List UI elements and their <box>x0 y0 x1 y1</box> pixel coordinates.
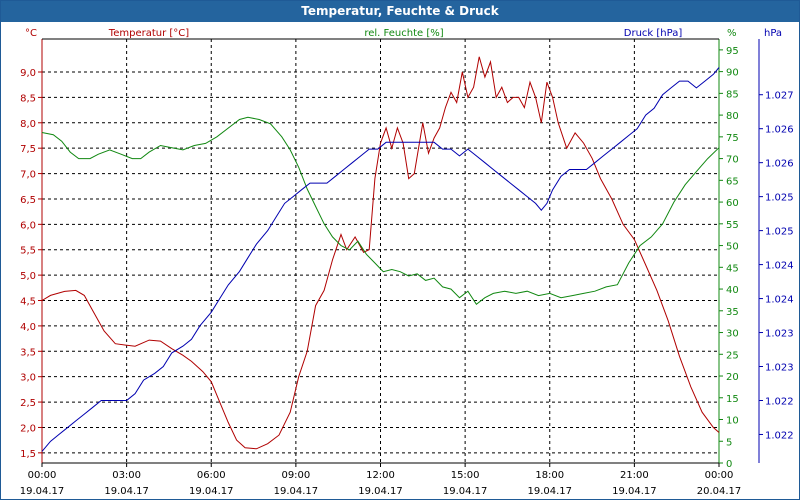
x-tick-time: 00:00 <box>705 470 734 481</box>
x-tick-time: 21:00 <box>620 470 649 481</box>
humidity-tick-label: 25 <box>726 350 739 361</box>
humidity-tick-label: 5 <box>726 437 732 448</box>
series-line-temperature <box>41 56 720 450</box>
left-tick-label: 2,0 <box>20 423 36 434</box>
humidity-tick-label: 45 <box>726 263 739 274</box>
pressure-tick-label: 1.026 <box>765 125 794 136</box>
pressure-tick-label: 1.023 <box>765 329 794 340</box>
window-title: Temperatur, Feuchte & Druck <box>1 1 799 22</box>
x-tick-date: 20.04.17 <box>697 486 742 497</box>
x-tick-date: 19.04.17 <box>527 486 572 497</box>
pressure-tick-label: 1.027 <box>765 91 794 102</box>
humidity-tick-label: 95 <box>726 46 739 57</box>
left-tick-label: 1,5 <box>20 449 36 460</box>
pressure-tick-label: 1.024 <box>765 295 794 306</box>
x-tick-date: 19.04.17 <box>20 486 65 497</box>
humidity-axis-unit: % <box>727 28 737 39</box>
pressure-axis-unit: hPa <box>764 28 782 39</box>
legend-humidity: rel. Feuchte [%] <box>364 28 443 39</box>
x-tick-date: 19.04.17 <box>612 486 657 497</box>
left-tick-label: 7,0 <box>20 170 36 181</box>
humidity-tick-label: 70 <box>726 155 739 166</box>
x-tick-time: 03:00 <box>112 470 141 481</box>
humidity-tick-label: 75 <box>726 133 739 144</box>
humidity-tick-label: 85 <box>726 89 739 100</box>
legend-pressure: Druck [hPa] <box>624 28 683 39</box>
series-line-humidity <box>41 116 720 306</box>
humidity-tick-label: 80 <box>726 111 739 122</box>
pressure-tick-label: 1.026 <box>765 159 794 170</box>
x-tick-date: 19.04.17 <box>104 486 149 497</box>
left-tick-label: 4,0 <box>20 322 36 333</box>
humidity-tick-label: 40 <box>726 285 739 296</box>
x-tick-date: 19.04.17 <box>189 486 234 497</box>
series-line-pressure <box>41 67 720 452</box>
humidity-tick-label: 50 <box>726 242 739 253</box>
x-tick-date: 19.04.17 <box>274 486 319 497</box>
legend-temperature: Temperatur [°C] <box>108 28 189 39</box>
x-tick-time: 15:00 <box>451 470 480 481</box>
series <box>41 56 720 452</box>
left-tick-label: 5,5 <box>20 246 36 257</box>
pressure-tick-label: 1.025 <box>765 193 794 204</box>
left-axis-unit: °C <box>25 28 37 39</box>
left-tick-label: 6,0 <box>20 220 36 231</box>
left-tick-label: 2,5 <box>20 398 36 409</box>
x-tick-time: 06:00 <box>197 470 226 481</box>
left-tick-label: 3,5 <box>20 347 36 358</box>
left-tick-label: 8,5 <box>20 93 36 104</box>
humidity-tick-label: 90 <box>726 68 739 79</box>
humidity-tick-label: 60 <box>726 198 739 209</box>
humidity-tick-label: 20 <box>726 372 739 383</box>
humidity-tick-label: 15 <box>726 394 739 405</box>
axes: 9,0 8,5 8,0 7,5 7,0 6,5 6,0 5,5 5,0 4,5 4,0 3,5 3,0 2… <box>20 28 794 497</box>
left-tick-label: 6,5 <box>20 195 36 206</box>
left-tick-label: 5,0 <box>20 271 36 282</box>
x-tick-time: 18:00 <box>535 470 564 481</box>
chart-canvas: 9,0 8,5 8,0 7,5 7,0 6,5 6,0 5,5 5,0 4,5 4,0 3,5 3,0 2… <box>20 28 794 497</box>
pressure-tick-label: 1.025 <box>765 227 794 238</box>
humidity-tick-label: 30 <box>726 329 739 340</box>
x-tick-date: 19.04.17 <box>443 486 488 497</box>
humidity-tick-label: 10 <box>726 416 739 427</box>
x-tick-date: 19.04.17 <box>358 486 403 497</box>
pressure-tick-label: 1.022 <box>765 430 794 441</box>
humidity-tick-label: 55 <box>726 220 739 231</box>
x-tick-time: 09:00 <box>281 470 310 481</box>
humidity-tick-label: 35 <box>726 307 739 318</box>
pressure-tick-label: 1.024 <box>765 261 794 272</box>
grid <box>42 39 719 463</box>
pressure-tick-label: 1.022 <box>765 396 794 407</box>
left-tick-label: 8,0 <box>20 119 36 130</box>
x-tick-time: 12:00 <box>366 470 395 481</box>
humidity-tick-label: 0 <box>726 459 732 470</box>
left-tick-label: 9,0 <box>20 68 36 79</box>
x-tick-time: 00:00 <box>28 470 57 481</box>
humidity-tick-label: 65 <box>726 176 739 187</box>
left-tick-label: 4,5 <box>20 297 36 308</box>
left-tick-label: 3,0 <box>20 373 36 384</box>
pressure-tick-label: 1.023 <box>765 363 794 374</box>
left-tick-label: 7,5 <box>20 144 36 155</box>
